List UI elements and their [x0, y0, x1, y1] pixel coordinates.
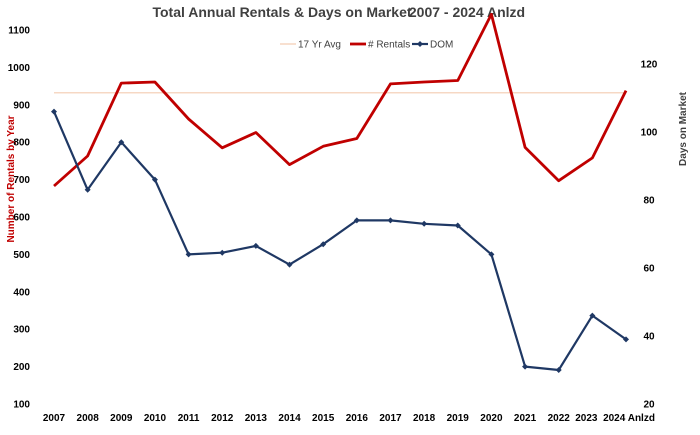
x-tick-label: 2015	[312, 413, 335, 424]
left-tick-label: 400	[13, 287, 30, 298]
left-tick-label: 800	[13, 138, 30, 149]
data-point-dom	[185, 251, 192, 258]
x-tick-label: 2012	[211, 413, 234, 424]
data-point-dom	[118, 139, 125, 146]
right-tick-label: 20	[643, 400, 655, 411]
legend-label: 17 Yr Avg	[298, 40, 341, 51]
x-tick-label: 2016	[346, 413, 369, 424]
left-axis-ticks: 100 200 300 400 500 600 700 800 900 1000 1100	[8, 26, 31, 411]
data-point-dom	[286, 261, 293, 268]
x-tick-label: 2024 Anlzd	[603, 413, 655, 424]
legend-label: # Rentals	[368, 40, 410, 51]
x-tick-label: 2008	[77, 413, 100, 424]
x-tick-label: 2017	[379, 413, 402, 424]
legend-label: DOM	[430, 40, 453, 51]
x-tick-label: 2023	[575, 413, 598, 424]
data-point-dom	[151, 176, 158, 183]
series-group	[51, 12, 629, 373]
left-tick-label: 700	[13, 175, 30, 186]
left-tick-label: 100	[13, 400, 30, 411]
legend-marker	[417, 41, 423, 47]
x-tick-label: 2019	[447, 413, 470, 424]
x-tick-label: 2013	[245, 413, 268, 424]
left-tick-label: 900	[13, 100, 30, 111]
x-tick-label: 2020	[480, 413, 503, 424]
right-tick-label: 80	[643, 196, 655, 207]
data-point-dom	[589, 312, 596, 319]
left-tick-label: 1100	[8, 26, 30, 37]
legend: 17 Yr Avg # Rentals DOM	[280, 40, 453, 51]
data-point-dom	[219, 249, 226, 256]
left-axis-label: Number of Rentals by Year	[6, 115, 17, 242]
data-point-dom	[522, 363, 529, 370]
x-tick-label: 2022	[548, 413, 571, 424]
x-axis-ticks: 2007 2008 2009 2010 2011 2012 2013 2014 2015 2016…	[43, 413, 655, 424]
left-tick-label: 1000	[8, 63, 31, 74]
x-tick-label: 2011	[178, 413, 200, 424]
right-tick-label: 60	[643, 264, 655, 275]
x-tick-label: 2010	[144, 413, 167, 424]
data-point-dom	[454, 222, 461, 229]
left-tick-label: 600	[13, 213, 30, 224]
series-line-dom	[52, 111, 627, 372]
data-point-dom	[387, 217, 394, 224]
data-point-dom	[84, 186, 91, 193]
left-tick-label: 200	[13, 362, 30, 373]
left-tick-label: 500	[13, 250, 30, 261]
x-tick-label: 2021	[514, 413, 537, 424]
data-point-dom	[421, 220, 428, 227]
right-tick-label: 120	[641, 60, 658, 71]
chart-title: Total Annual Rentals & Days on Market	[152, 4, 411, 20]
data-point-dom	[320, 241, 327, 248]
data-point-dom	[353, 217, 360, 224]
data-point-dom	[623, 336, 629, 343]
data-point-dom	[51, 108, 57, 115]
chart-title-range: 2007 - 2024 Anlzd	[409, 4, 525, 20]
data-point-dom	[488, 251, 495, 258]
x-tick-label: 2014	[278, 413, 301, 424]
left-tick-label: 300	[13, 325, 30, 336]
right-axis-label: Days on Market	[678, 91, 689, 166]
right-tick-label: 40	[643, 332, 655, 343]
right-tick-label: 100	[641, 128, 658, 139]
right-axis-ticks: 20 40 60 80 100 120	[641, 60, 658, 411]
x-tick-label: 2007	[43, 413, 66, 424]
data-point-dom	[555, 367, 562, 373]
series-line-rentals	[53, 12, 628, 188]
data-point-dom	[252, 242, 259, 249]
x-tick-label: 2009	[110, 413, 133, 424]
x-tick-label: 2018	[413, 413, 436, 424]
